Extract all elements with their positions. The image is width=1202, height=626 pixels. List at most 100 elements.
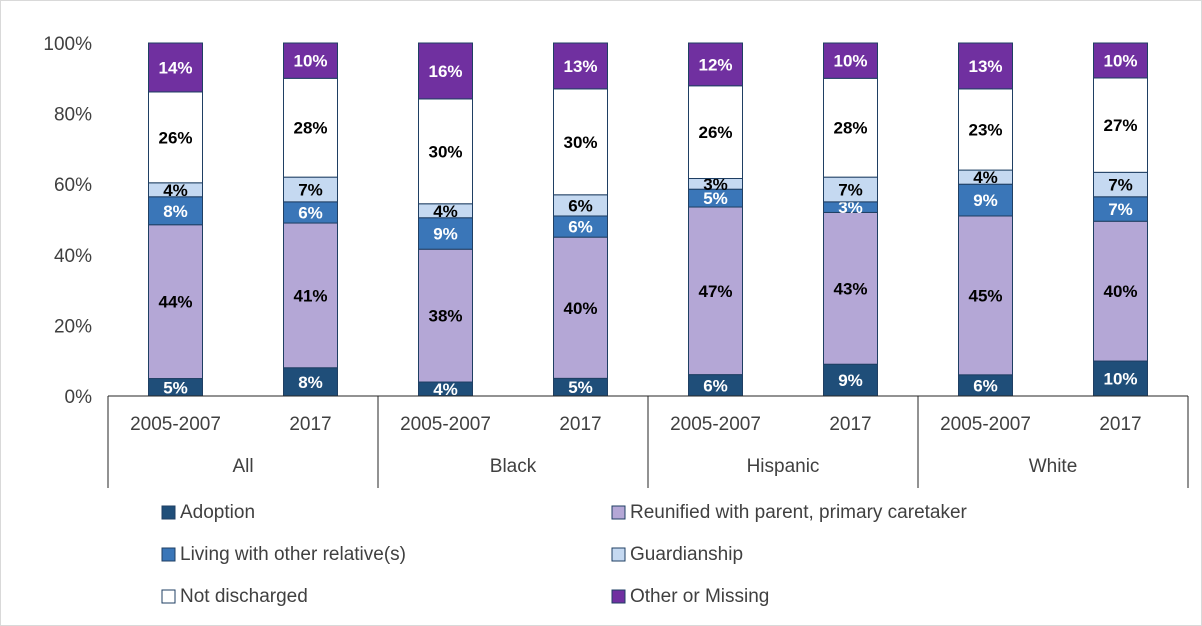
- data-label: 5%: [703, 189, 728, 208]
- data-label: 4%: [433, 202, 458, 221]
- x-tick-label: 2017: [289, 414, 331, 435]
- data-label: 10%: [1103, 51, 1137, 70]
- data-label: 43%: [833, 279, 867, 298]
- bar-segment: [1093, 42, 1148, 79]
- group-label: White: [1029, 456, 1078, 477]
- x-tick-label: 2005-2007: [670, 414, 761, 435]
- y-tick-label: 40%: [54, 246, 92, 267]
- bar-segment: [418, 98, 473, 205]
- data-label: 8%: [163, 202, 188, 221]
- bar-segment: [283, 42, 338, 79]
- data-label: 44%: [158, 293, 192, 312]
- data-label: 7%: [838, 180, 863, 199]
- bar-segment: [688, 85, 743, 179]
- legend-swatch: [611, 547, 626, 562]
- data-label: 41%: [293, 286, 327, 305]
- legend-label: Not discharged: [180, 586, 308, 607]
- bar-segment: [283, 367, 338, 397]
- data-label: 40%: [1103, 282, 1137, 301]
- data-label: 10%: [833, 52, 867, 71]
- data-label: 40%: [563, 299, 597, 318]
- data-label: 16%: [428, 62, 462, 81]
- data-label: 4%: [973, 168, 998, 187]
- x-tick-label: 2017: [559, 414, 601, 435]
- x-tick-label: 2005-2007: [130, 414, 221, 435]
- bar-segment: [1093, 77, 1148, 173]
- bar-segment: [823, 42, 878, 79]
- data-label: 26%: [698, 123, 732, 142]
- data-label: 7%: [298, 180, 323, 199]
- bar-segment: [823, 211, 878, 365]
- y-tick-label: 0%: [65, 387, 93, 408]
- bar-segment: [688, 42, 743, 87]
- legend-label: Reunified with parent, primary caretaker: [630, 502, 968, 523]
- data-label: 12%: [698, 55, 732, 74]
- group-label: Black: [490, 456, 537, 477]
- data-label: 3%: [703, 175, 728, 194]
- data-label: 23%: [968, 120, 1002, 139]
- bar-segment: [958, 183, 1013, 217]
- legend-swatch: [611, 589, 626, 604]
- data-label: 28%: [833, 119, 867, 138]
- legend-label: Guardianship: [630, 544, 743, 565]
- data-label: 45%: [968, 286, 1002, 305]
- bar-segment: [553, 236, 608, 379]
- bar-segment: [1093, 196, 1148, 222]
- axes: 0% 20% 40% 60% 80% 100% 2005-2007 2017 All 2005-2…: [43, 34, 1189, 488]
- data-label: 13%: [968, 57, 1002, 76]
- data-label: 38%: [428, 307, 462, 326]
- data-label: 8%: [298, 373, 323, 392]
- data-label: 13%: [563, 57, 597, 76]
- bar-segment: [958, 215, 1013, 376]
- bar-segment: [418, 42, 473, 100]
- bar-segment: [418, 217, 473, 250]
- bar-segment: [1093, 171, 1148, 198]
- legend-label: Other or Missing: [630, 586, 769, 607]
- group-label: Hispanic: [747, 456, 820, 477]
- bar-segment: [553, 88, 608, 196]
- data-label: 10%: [1103, 370, 1137, 389]
- bar-segment: [418, 248, 473, 383]
- data-label: 4%: [163, 181, 188, 200]
- data-label: 9%: [838, 371, 863, 390]
- bar-segment: [148, 91, 203, 184]
- x-tick-label: 2005-2007: [400, 414, 491, 435]
- data-label: 4%: [433, 380, 458, 399]
- bar-segment: [553, 42, 608, 90]
- data-label: 6%: [703, 376, 728, 395]
- group-label: All: [232, 456, 253, 477]
- x-tick-label: 2017: [829, 414, 871, 435]
- x-tick-label: 2005-2007: [940, 414, 1031, 435]
- bar-segment: [958, 42, 1013, 90]
- y-tick-label: 60%: [54, 175, 92, 196]
- legend-swatch: [161, 505, 176, 520]
- legend: Adoption Reunified with parent, primary c…: [161, 502, 968, 607]
- data-label: 7%: [1108, 176, 1133, 195]
- data-label: 10%: [293, 52, 327, 71]
- bar-segment: [148, 42, 203, 93]
- legend-swatch: [161, 547, 176, 562]
- bar-segment: [283, 222, 338, 369]
- data-label: 14%: [158, 58, 192, 77]
- bar-segment: [1093, 360, 1148, 397]
- bar-segment: [823, 77, 878, 178]
- y-tick-label: 20%: [54, 316, 92, 337]
- data-label: 47%: [698, 282, 732, 301]
- bar-segment: [1093, 220, 1148, 362]
- legend-swatch: [161, 589, 176, 604]
- data-label: 6%: [298, 203, 323, 222]
- y-tick-label: 100%: [43, 34, 92, 55]
- data-label: 5%: [163, 378, 188, 397]
- data-label: 30%: [428, 142, 462, 161]
- data-label: 5%: [568, 378, 593, 397]
- bar-segment: [823, 363, 878, 397]
- data-label: 9%: [433, 224, 458, 243]
- legend-label: Adoption: [180, 502, 255, 523]
- bar-segment: [148, 196, 203, 226]
- data-label: 30%: [563, 133, 597, 152]
- legend-label: Living with other relative(s): [180, 544, 406, 565]
- data-label: 6%: [568, 196, 593, 215]
- data-label: 28%: [293, 119, 327, 138]
